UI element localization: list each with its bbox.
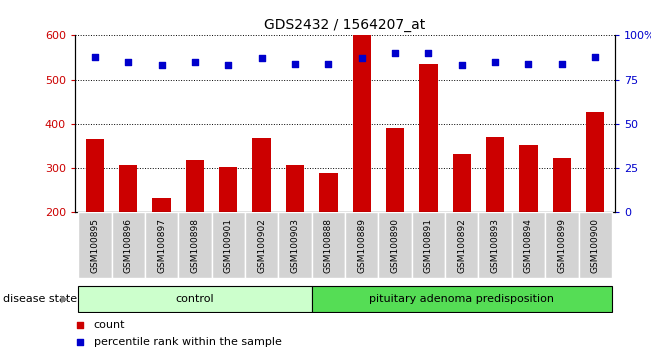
Bar [486, 137, 505, 212]
Text: GSM100896: GSM100896 [124, 218, 133, 273]
Point [256, 56, 267, 61]
Text: GSM100900: GSM100900 [590, 218, 600, 273]
Point [223, 63, 234, 68]
Point [123, 59, 133, 65]
Bar [445, 212, 478, 278]
Bar [78, 212, 111, 278]
Point [357, 56, 367, 61]
Text: GSM100898: GSM100898 [191, 218, 199, 273]
Bar [353, 35, 371, 212]
Point [189, 59, 200, 65]
Bar [312, 286, 612, 312]
Text: percentile rank within the sample: percentile rank within the sample [94, 337, 282, 347]
Bar [86, 139, 104, 212]
Bar [245, 212, 279, 278]
Point [323, 61, 333, 67]
Text: GSM100890: GSM100890 [391, 218, 400, 273]
Text: GSM100903: GSM100903 [290, 218, 299, 273]
Bar [286, 165, 304, 212]
Bar [452, 154, 471, 212]
Point [389, 98, 399, 104]
Text: GSM100897: GSM100897 [157, 218, 166, 273]
Text: GSM100891: GSM100891 [424, 218, 433, 273]
Point [389, 250, 399, 255]
Bar [279, 212, 312, 278]
Bar [186, 160, 204, 212]
Bar [119, 165, 137, 212]
Bar [478, 212, 512, 278]
Bar [586, 112, 604, 212]
Bar [419, 64, 437, 212]
Bar [386, 128, 404, 212]
Point [423, 50, 434, 56]
Bar [178, 212, 212, 278]
Bar [411, 212, 445, 278]
Bar [579, 212, 612, 278]
Bar [312, 212, 345, 278]
Text: GSM100893: GSM100893 [491, 218, 499, 273]
Text: GSM100901: GSM100901 [224, 218, 233, 273]
Text: GSM100902: GSM100902 [257, 218, 266, 273]
Point [90, 54, 100, 59]
Text: GSM100888: GSM100888 [324, 218, 333, 273]
Point [290, 61, 300, 67]
Bar [145, 212, 178, 278]
Bar [253, 138, 271, 212]
Text: pituitary adenoma predisposition: pituitary adenoma predisposition [369, 294, 554, 304]
Point [456, 63, 467, 68]
Text: GDS2432 / 1564207_at: GDS2432 / 1564207_at [264, 18, 426, 32]
Bar [219, 167, 238, 212]
Bar [212, 212, 245, 278]
Bar [519, 145, 538, 212]
Bar [553, 158, 571, 212]
Text: GSM100889: GSM100889 [357, 218, 367, 273]
Bar [512, 212, 545, 278]
Text: GSM100895: GSM100895 [90, 218, 100, 273]
Point [156, 63, 167, 68]
Bar [345, 212, 378, 278]
Point [590, 54, 600, 59]
Text: GSM100892: GSM100892 [457, 218, 466, 273]
Bar [378, 212, 411, 278]
Text: count: count [94, 320, 125, 330]
Bar [152, 198, 171, 212]
Bar [111, 212, 145, 278]
Point [390, 50, 400, 56]
Point [557, 61, 567, 67]
Text: GSM100894: GSM100894 [524, 218, 533, 273]
Bar [545, 212, 579, 278]
Text: disease state: disease state [3, 294, 77, 304]
Text: GSM100899: GSM100899 [557, 218, 566, 273]
Bar [78, 286, 312, 312]
Bar [319, 172, 337, 212]
Point [490, 59, 501, 65]
Point [523, 61, 534, 67]
Text: ▶: ▶ [61, 294, 69, 304]
Text: control: control [176, 294, 214, 304]
